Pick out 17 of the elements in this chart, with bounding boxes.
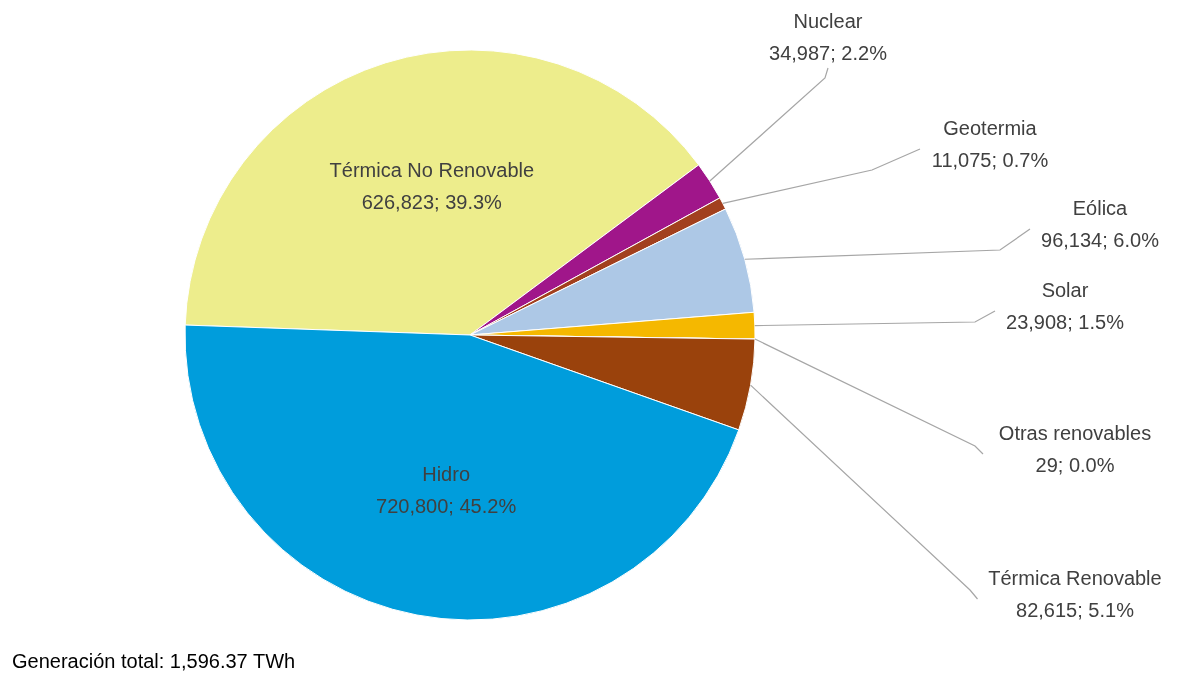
slice-label: Otras renovables: [998, 422, 1152, 444]
slice-label: Solar: [1041, 279, 1089, 301]
slice-label: Nuclear: [793, 10, 863, 32]
text: Generación total: 1,596.37 TWh: [12, 650, 296, 672]
data-label: 626,823; 39.3%: [361, 191, 503, 214]
slice-label: Térmica No Renovable: [329, 159, 535, 182]
data-label: 29; 0.0%: [1035, 454, 1115, 476]
data-label: 96,134; 6.0%: [1041, 229, 1160, 251]
data-label: 11,075; 0.7%: [931, 149, 1049, 171]
data-label: 82,615; 5.1%: [1016, 599, 1135, 621]
slice-label: Geotermia: [943, 117, 1038, 139]
data-label: 720,800; 45.2%: [376, 495, 517, 518]
slice-label: Térmica Renovable: [988, 567, 1162, 589]
slice-label: Hidro: [422, 463, 471, 486]
slice-label: Eólica: [1072, 197, 1129, 219]
data-label: 34,987; 2.2%: [769, 42, 888, 64]
data-label: 23,908; 1.5%: [1006, 311, 1125, 333]
